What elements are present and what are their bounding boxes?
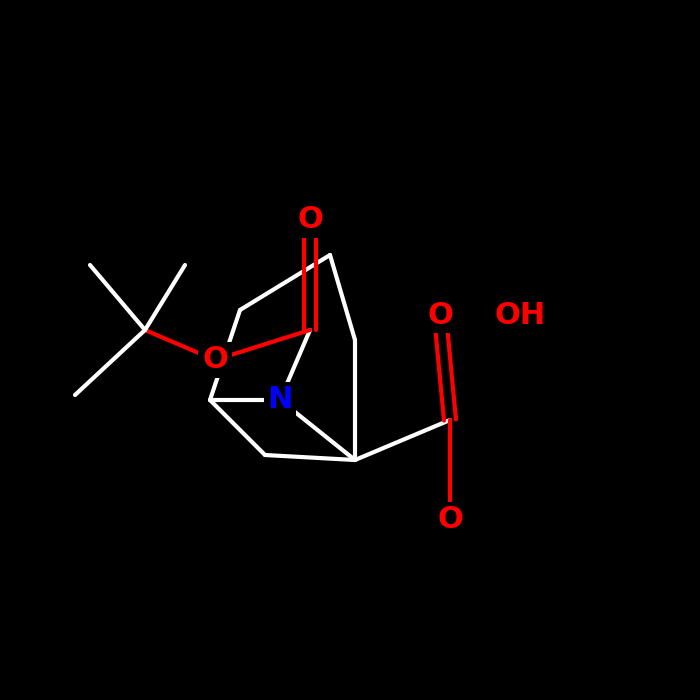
- Text: O: O: [437, 505, 463, 535]
- Text: OH: OH: [494, 300, 545, 330]
- Text: O: O: [427, 300, 453, 330]
- Text: N: N: [267, 386, 293, 414]
- Text: O: O: [297, 206, 323, 234]
- Text: O: O: [202, 346, 228, 375]
